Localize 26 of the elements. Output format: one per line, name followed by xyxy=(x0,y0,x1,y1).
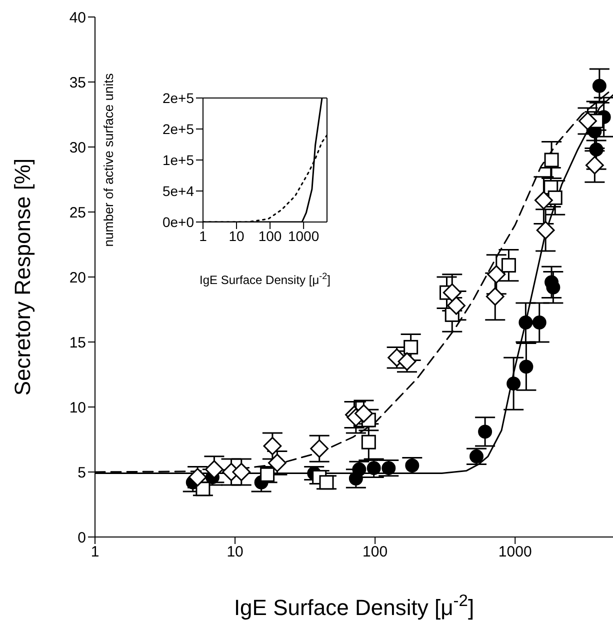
y-tick-label: 2e+5 xyxy=(162,90,194,106)
y-axis-title: Secretory Response [%] xyxy=(10,158,35,396)
x-tick-label: 1000 xyxy=(498,544,532,561)
y-tick-label: 25 xyxy=(69,204,86,222)
y-tick-label: 0e+0 xyxy=(162,214,194,230)
y-tick-label: 30 xyxy=(69,139,86,156)
x-tick-label: 100 xyxy=(362,544,388,561)
x-tick-label: 1 xyxy=(90,544,100,561)
y-axis-title: number of active surface units xyxy=(101,72,116,247)
y-tick-label: 15 xyxy=(69,334,86,352)
y-tick-label: 1e+5 xyxy=(162,152,194,168)
y-tick-label: 20 xyxy=(69,269,86,286)
y-tick-label: 35 xyxy=(69,74,86,92)
x-tick-label: 1000 xyxy=(288,228,320,244)
y-tick-label: 0 xyxy=(78,529,86,546)
y-tick-label: 10 xyxy=(69,399,86,416)
x-tick-label: 1 xyxy=(199,228,208,244)
x-axis-title: IgE Surface Density [μ$^{-2}$] xyxy=(234,592,474,620)
x-tick-label: 10 xyxy=(226,544,244,561)
x-axis-title: IgE Surface Density [μ$^{-2}$] xyxy=(200,271,330,287)
y-tick-label: 40 xyxy=(69,9,86,26)
y-tick-label: 5e+4 xyxy=(162,182,194,199)
x-tick-label: 100 xyxy=(258,228,282,244)
x-tick-label: 10 xyxy=(228,228,245,244)
y-tick-label: 2e+5 xyxy=(162,120,194,137)
y-tick-label: 5 xyxy=(78,464,86,482)
